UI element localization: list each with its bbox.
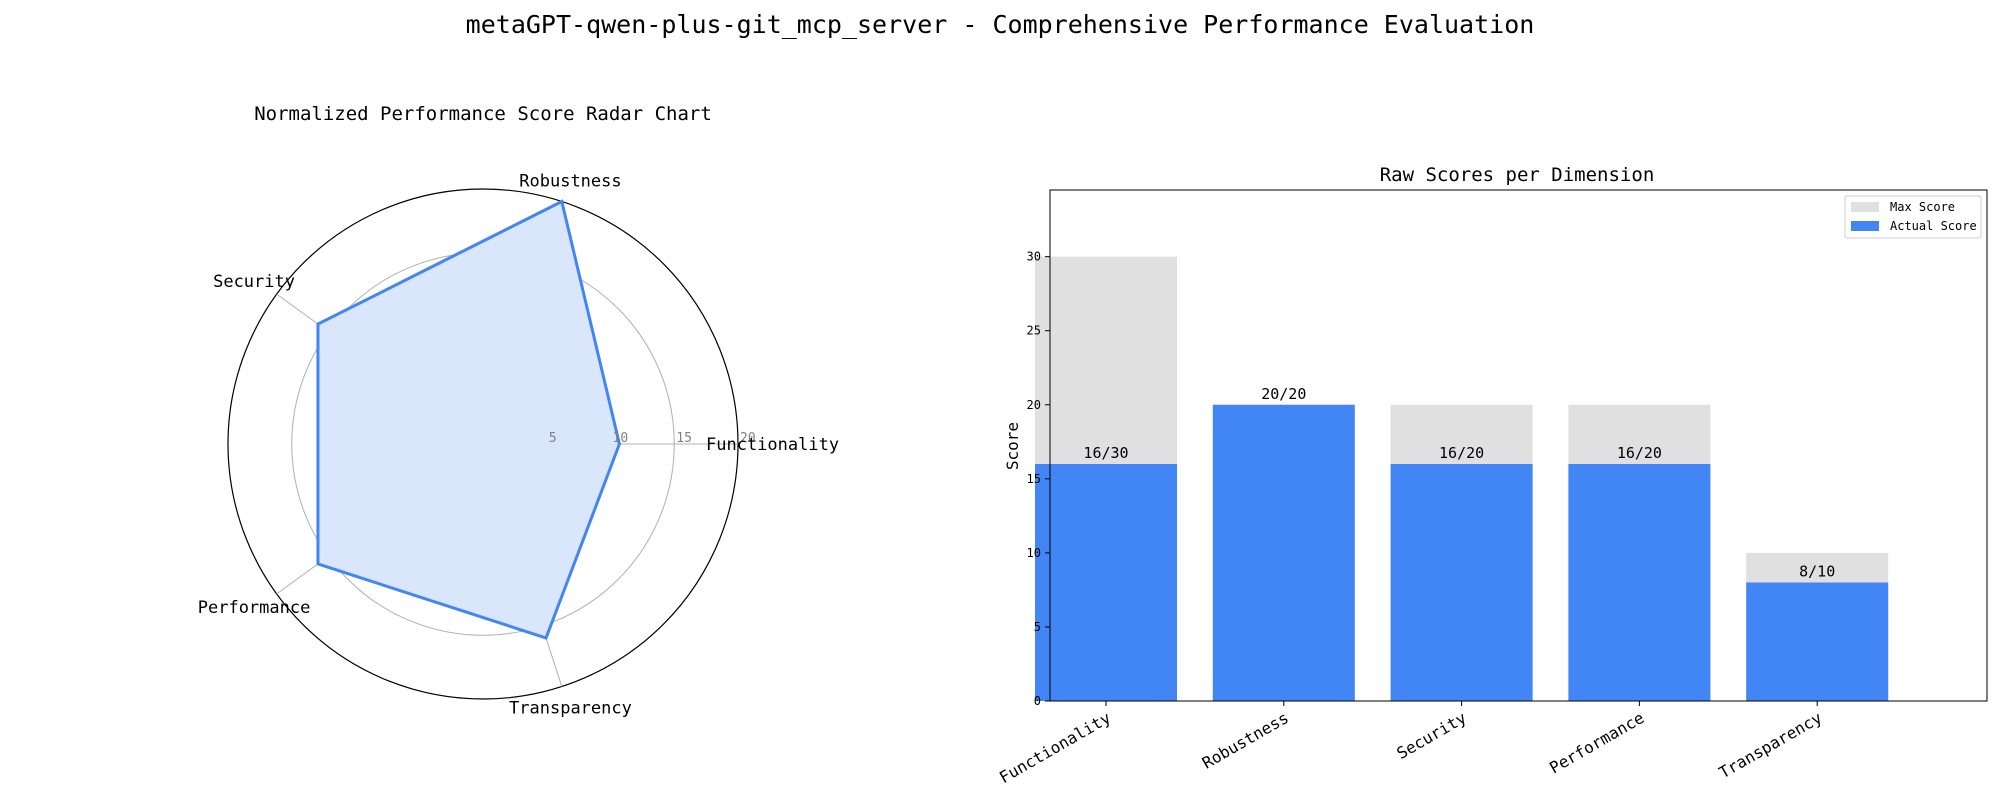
y-tick-label: 5 [1034,620,1041,634]
actual-score-bar [1746,582,1889,701]
bar-data-label: 16/20 [1439,444,1484,462]
radar-chart: Normalized Performance Score Radar Chart… [198,103,839,718]
bar-data-label: 8/10 [1799,563,1835,581]
plot-frame [1049,189,1988,702]
radar-axis-labels: Functionality Robustness Security Performan… [198,172,839,719]
legend: Max Score Actual Score [1844,195,1982,239]
y-tick-label: 0 [1034,694,1041,708]
x-tick-label: Robustness [1199,708,1292,773]
radar-rtick-label: 15 [676,431,692,446]
bar-title: Raw Scores per Dimension [1380,164,1655,186]
x-tick-label: Performance [1546,708,1647,777]
legend-label-actual: Actual Score [1890,219,1977,233]
radar-radial-ticks: 5 10 15 20 [549,431,756,446]
radar-rtick-label: 5 [549,431,557,446]
radar-axis-label: Functionality [706,435,839,455]
radar-series-polygon [316,199,621,640]
x-tick-label: Transparency [1716,708,1826,782]
bar-data-label: 16/30 [1083,444,1128,462]
actual-score-bars [1035,404,1889,701]
y-tick-label: 10 [1027,546,1041,560]
actual-score-bar [1035,464,1177,701]
radar-axis-label: Transparency [509,698,632,718]
y-tick-label: 15 [1027,472,1041,486]
x-tick-label: Functionality [996,708,1114,787]
radar-shape [316,199,621,640]
legend-swatch-actual [1851,221,1879,231]
radar-axis-label: Robustness [519,172,621,192]
bar-data-labels: 16/30 20/20 16/20 16/20 8/10 [1083,385,1835,581]
radar-rtick-label: 10 [613,431,629,446]
actual-score-bar [1212,404,1355,701]
bar-chart: Raw Scores per Dimension 16/30 20/20 16/20… [996,164,1988,787]
x-axis-ticks: Functionality Robustness Security Performan… [996,701,1826,787]
radar-axis-label: Security [213,272,295,292]
radar-title: Normalized Performance Score Radar Chart [254,103,712,125]
radar-rtick-label: 20 [740,431,756,446]
bar-data-label: 20/20 [1261,385,1306,403]
y-tick-label: 25 [1027,324,1041,338]
y-tick-label: 20 [1027,398,1041,412]
actual-score-bar [1390,464,1533,701]
bar-data-label: 16/20 [1617,444,1662,462]
legend-label-max: Max Score [1890,200,1955,214]
y-axis-ticks: 0 5 10 15 20 25 30 [1027,250,1050,708]
radar-axis-label: Performance [198,598,311,618]
actual-score-bar [1568,464,1711,701]
y-tick-label: 30 [1027,250,1041,264]
legend-swatch-max [1851,202,1879,212]
figure-title: metaGPT-qwen-plus-git_mcp_server - Compr… [466,10,1535,39]
x-tick-label: Security [1393,708,1470,763]
y-axis-label: Score [1003,422,1022,470]
